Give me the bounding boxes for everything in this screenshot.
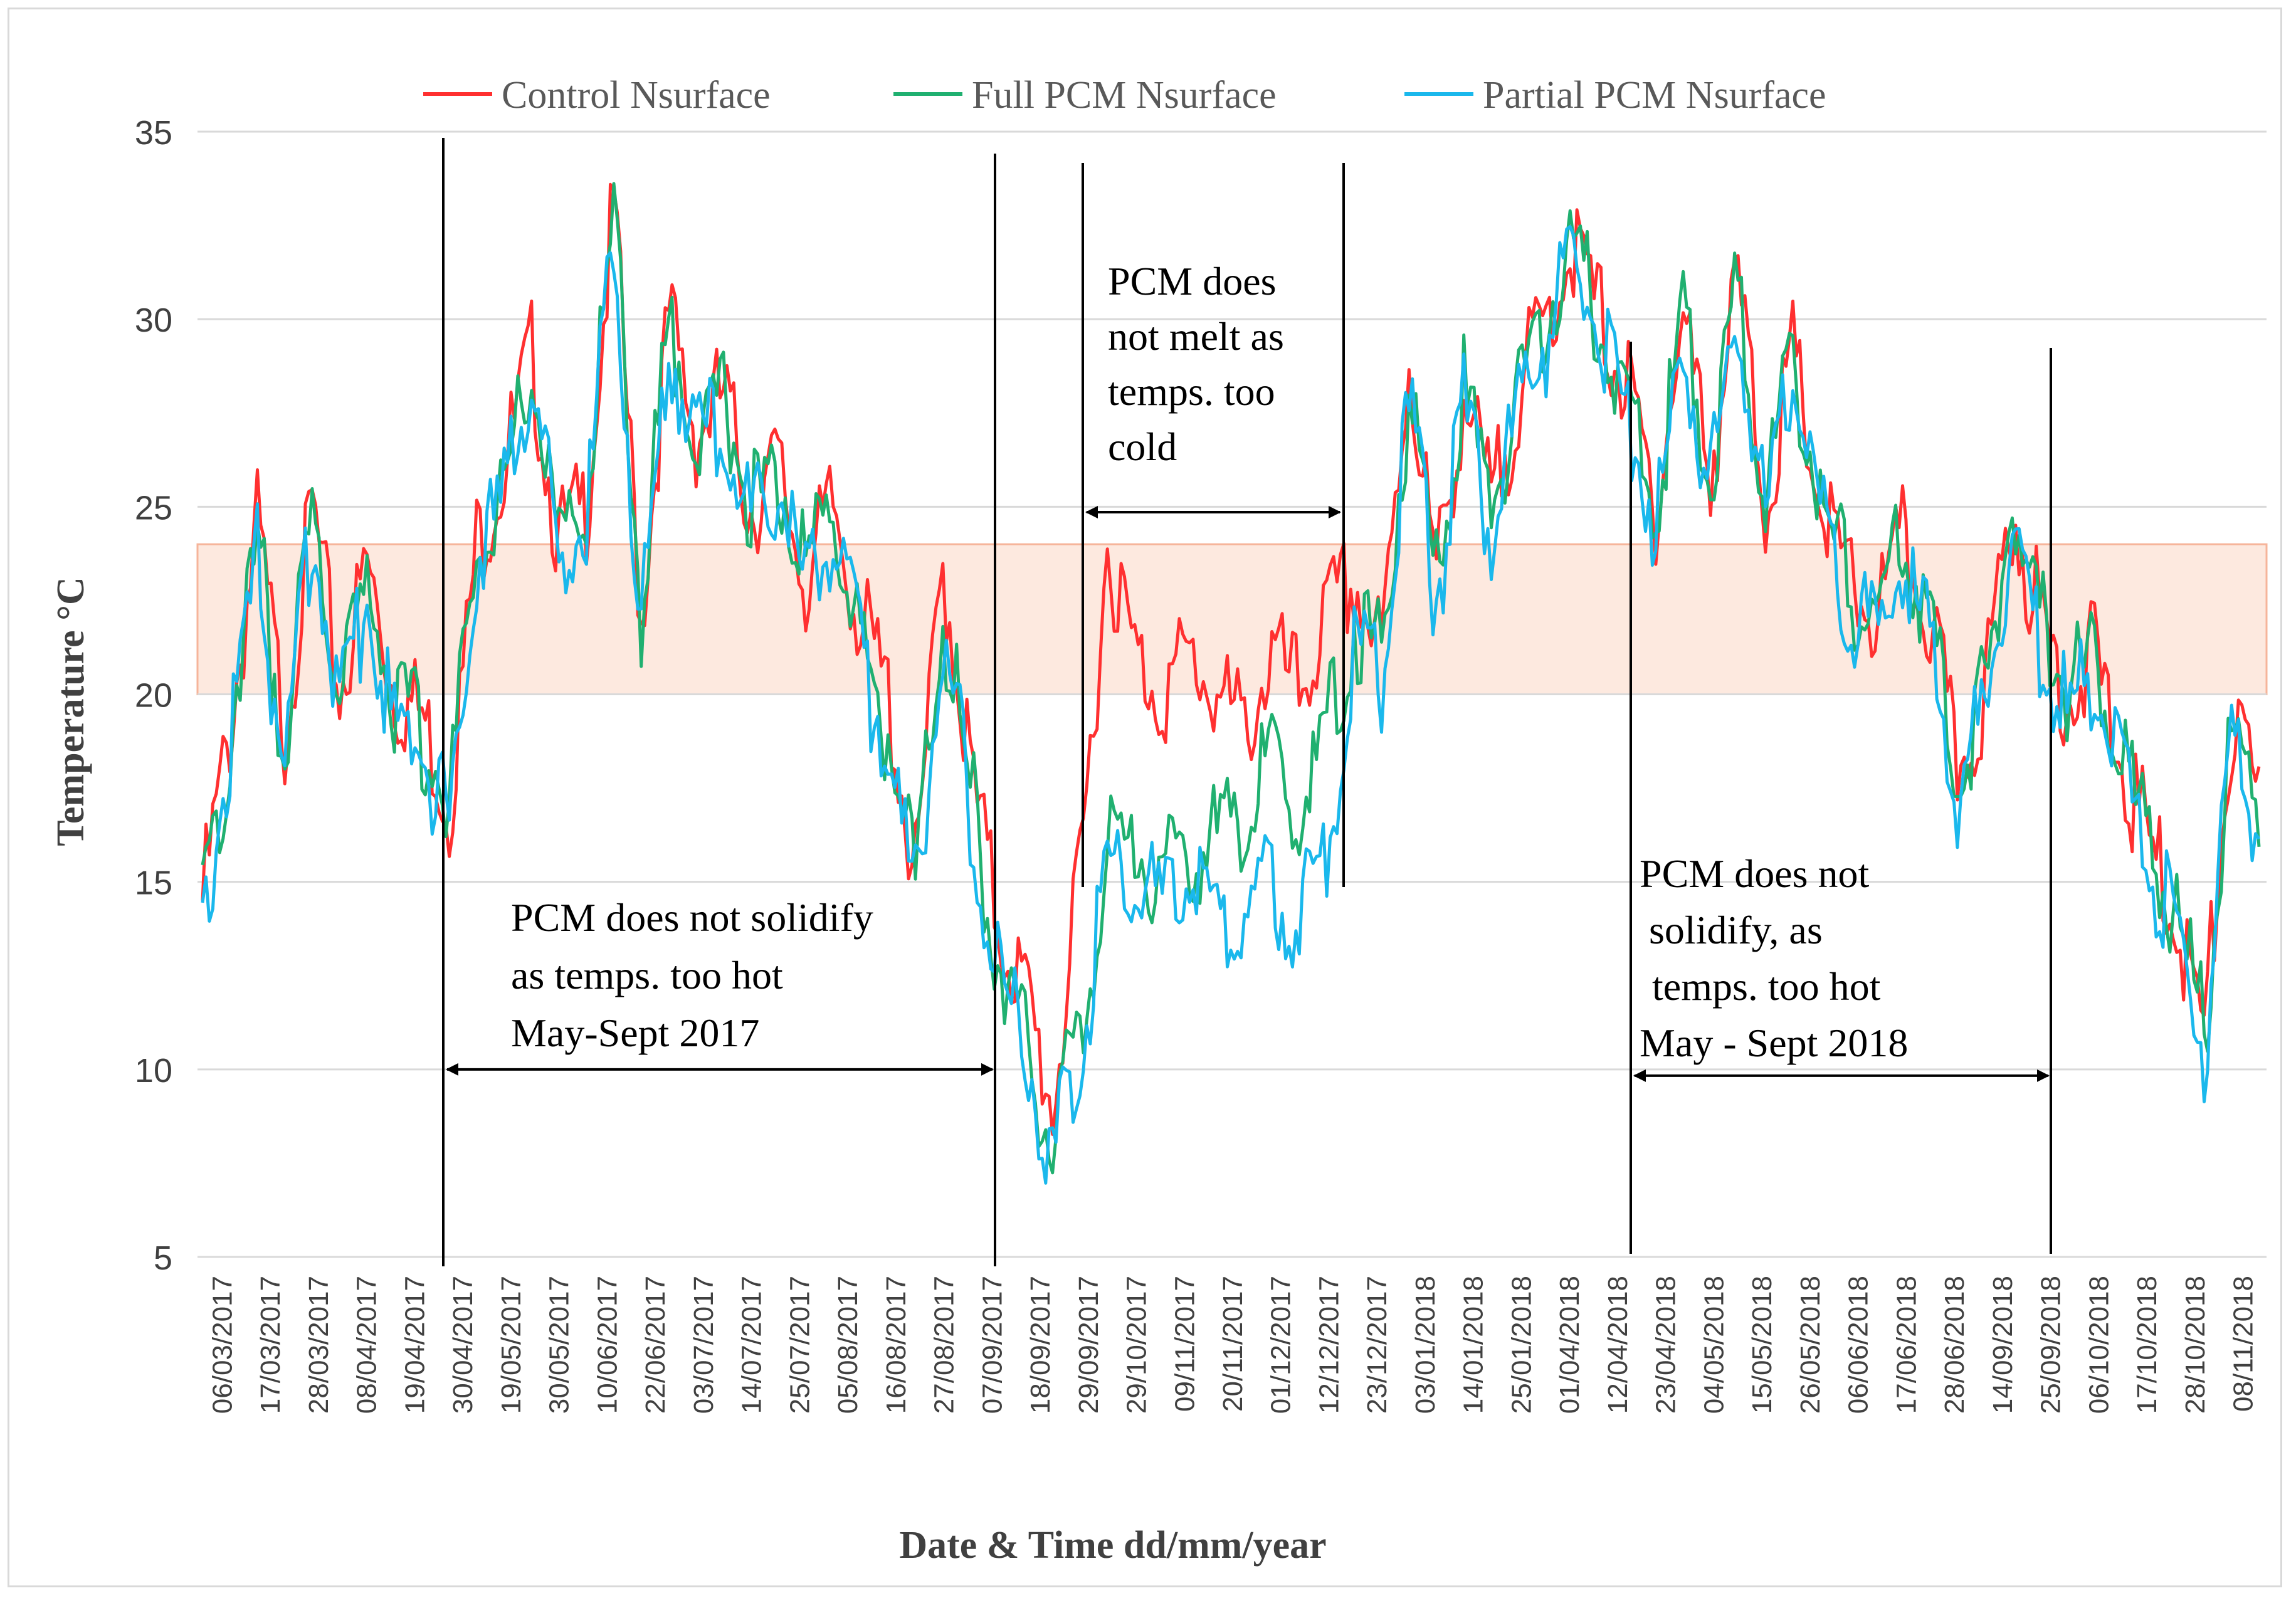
x-tick-label: 03/07/2017 — [688, 1276, 719, 1414]
x-tick-label: 04/05/2018 — [1698, 1276, 1729, 1414]
x-tick-label: 25/09/2018 — [2036, 1276, 2067, 1414]
x-tick-label: 17/10/2018 — [2132, 1276, 2162, 1414]
y-tick-label: 35 — [135, 114, 172, 152]
y-tick-label: 5 — [154, 1239, 172, 1277]
x-tick-label: 14/09/2018 — [1988, 1276, 2018, 1414]
x-tick-label: 12/12/2017 — [1314, 1276, 1344, 1414]
chart-frame: 5 10 15 20 25 30 35 06/03/2017 17/03/2017 28/03/… — [8, 8, 2282, 1587]
x-tick-label: 19/05/2017 — [496, 1276, 527, 1414]
x-tick-label: 01/04/2018 — [1554, 1276, 1585, 1414]
x-tick-label: 07/09/2017 — [977, 1276, 1008, 1414]
x-tick-label: 25/07/2017 — [784, 1276, 815, 1414]
x-tick-label: 16/08/2017 — [881, 1276, 912, 1414]
x-tick-label: 25/01/2018 — [1506, 1276, 1537, 1414]
x-tick-label: 28/03/2017 — [303, 1276, 334, 1414]
x-tick-label: 06/10/2018 — [2083, 1276, 2114, 1414]
annotation-text: temps. too hot — [1652, 964, 1881, 1009]
x-tick-label: 09/11/2017 — [1169, 1276, 1200, 1412]
y-tick-label: 30 — [135, 302, 172, 339]
x-tick-label: 19/04/2017 — [399, 1276, 430, 1414]
control-nsurface-legend-label: Control Nsurface — [502, 74, 771, 117]
annotation-text: solidify, as — [1649, 908, 1823, 952]
x-tick-label: 23/04/2018 — [1651, 1276, 1682, 1414]
full-pcm-nsurface-legend-label: Full PCM Nsurface — [972, 74, 1277, 117]
annotation-text: PCM does not solidify — [511, 895, 873, 940]
x-tick-label: 23/12/2017 — [1362, 1276, 1393, 1414]
y-tick-label: 20 — [135, 677, 172, 715]
x-axis-label: Date & Time dd/mm/year — [899, 1524, 1326, 1567]
x-tick-label: 03/01/2018 — [1410, 1276, 1441, 1414]
temperature-chart: 5 10 15 20 25 30 35 06/03/2017 17/03/2017 28/03/… — [50, 74, 2268, 1567]
x-tick-label: 12/04/2018 — [1603, 1276, 1633, 1414]
x-tick-label: 06/03/2017 — [207, 1276, 238, 1414]
x-tick-label: 10/06/2017 — [592, 1276, 623, 1414]
x-tick-label: 01/12/2017 — [1266, 1276, 1297, 1414]
x-tick-label: 27/08/2017 — [929, 1276, 960, 1414]
x-tick-label: 28/10/2018 — [2180, 1276, 2211, 1414]
x-tick-label: 08/04/2017 — [352, 1276, 382, 1414]
x-tick-label: 18/09/2017 — [1025, 1276, 1056, 1414]
x-tick-label: 30/05/2017 — [544, 1276, 575, 1414]
x-tick-label: 28/06/2018 — [1939, 1276, 1970, 1414]
x-tick-label: 14/07/2017 — [737, 1276, 767, 1414]
annotation-text: May-Sept 2017 — [511, 1011, 759, 1055]
annotation-text: not melt as — [1108, 314, 1284, 359]
partial-pcm-nsurface-line — [201, 225, 2261, 1185]
annotation-text: cold — [1108, 424, 1177, 469]
partial-pcm-nsurface-legend-label: Partial PCM Nsurface — [1483, 74, 1826, 117]
x-tick-label: 14/01/2018 — [1458, 1276, 1489, 1414]
y-tick-label: 10 — [135, 1052, 172, 1090]
x-tick-label: 22/06/2017 — [640, 1276, 671, 1414]
x-tick-label: 26/05/2018 — [1795, 1276, 1826, 1414]
x-tick-label: 17/06/2018 — [1891, 1276, 1922, 1414]
annotation-text: May - Sept 2018 — [1640, 1021, 1908, 1065]
y-tick-label: 15 — [135, 864, 172, 902]
annotation-text: temps. too — [1108, 369, 1275, 414]
x-tick-label: 30/04/2017 — [448, 1276, 478, 1414]
x-tick-label: 29/10/2017 — [1122, 1276, 1152, 1414]
x-tick-label: 05/08/2017 — [833, 1276, 863, 1414]
annotation-text: PCM does not — [1640, 851, 1870, 896]
x-tick-label: 20/11/2017 — [1218, 1276, 1248, 1412]
x-tick-label: 29/09/2017 — [1073, 1276, 1104, 1414]
annotation-text: as temps. too hot — [511, 953, 783, 997]
x-tick-label: 15/05/2018 — [1747, 1276, 1777, 1414]
y-tick-label: 25 — [135, 489, 172, 527]
x-tick-label: 06/06/2018 — [1843, 1276, 1874, 1414]
comfort-band — [196, 543, 2268, 696]
x-tick-label: 08/11/2018 — [2228, 1276, 2259, 1412]
annotation-text: PCM does — [1108, 259, 1277, 303]
x-tick-label: 17/03/2017 — [255, 1276, 286, 1414]
y-axis-label: Temperature °C — [50, 577, 92, 846]
